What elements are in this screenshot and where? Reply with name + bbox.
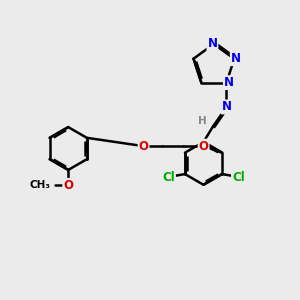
Text: N: N — [231, 52, 241, 65]
Text: O: O — [199, 140, 208, 153]
Text: H: H — [198, 116, 207, 126]
Text: O: O — [63, 179, 73, 192]
Text: N: N — [224, 76, 234, 89]
Text: N: N — [221, 100, 232, 113]
Text: CH₃: CH₃ — [29, 180, 50, 190]
Text: Cl: Cl — [232, 170, 245, 184]
Text: Cl: Cl — [162, 170, 175, 184]
Text: O: O — [139, 140, 148, 153]
Text: N: N — [207, 38, 218, 50]
